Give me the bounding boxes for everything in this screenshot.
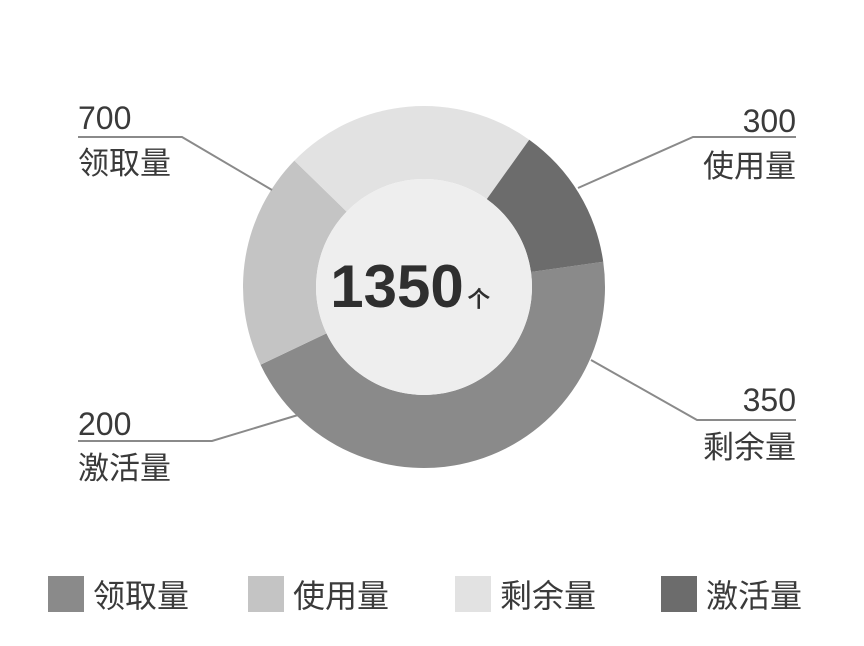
leader-line-used	[577, 136, 796, 189]
slice-remaining	[294, 106, 530, 212]
callout-labels: 700 领取量 300 使用量 350 剩余量 200 激活量	[78, 100, 796, 487]
legend-label-remaining: 剩余量	[500, 577, 597, 615]
legend-item-used: 使用量	[248, 574, 390, 615]
leader-line-claim	[78, 136, 273, 191]
callout-value-used: 300	[743, 103, 796, 139]
slice-used	[243, 160, 347, 365]
legend-item-activated: 激活量	[661, 574, 803, 615]
donut-hole	[316, 179, 532, 395]
legend-item-claim: 领取量	[48, 574, 190, 615]
leader-line-activated	[78, 414, 299, 442]
legend-label-activated: 激活量	[706, 577, 803, 615]
legend-label-used: 使用量	[293, 577, 390, 615]
legend-swatch-used	[248, 576, 284, 612]
callout-label-used: 使用量	[703, 149, 796, 185]
center-total-value: 1350	[330, 253, 463, 320]
legend-label-claim: 领取量	[93, 577, 190, 615]
center-total-unit: 个	[468, 288, 491, 313]
donut-slices	[243, 106, 605, 469]
slice-activated	[486, 139, 604, 272]
leader-line-remaining	[590, 359, 796, 421]
callout-leaders	[78, 136, 796, 442]
legend-swatch-activated	[661, 576, 697, 612]
legend-swatch-claim	[48, 576, 84, 612]
callout-label-claim: 领取量	[78, 146, 171, 182]
center-total: 1350 个	[330, 253, 490, 320]
legend-swatch-remaining	[455, 576, 491, 612]
callout-label-activated: 激活量	[78, 451, 171, 487]
slice-claim	[260, 261, 605, 469]
callout-label-remaining: 剩余量	[703, 430, 796, 466]
legend-item-remaining: 剩余量	[455, 574, 597, 615]
callout-value-activated: 200	[78, 406, 131, 442]
callout-value-claim: 700	[78, 100, 131, 136]
callout-value-remaining: 350	[743, 382, 796, 418]
